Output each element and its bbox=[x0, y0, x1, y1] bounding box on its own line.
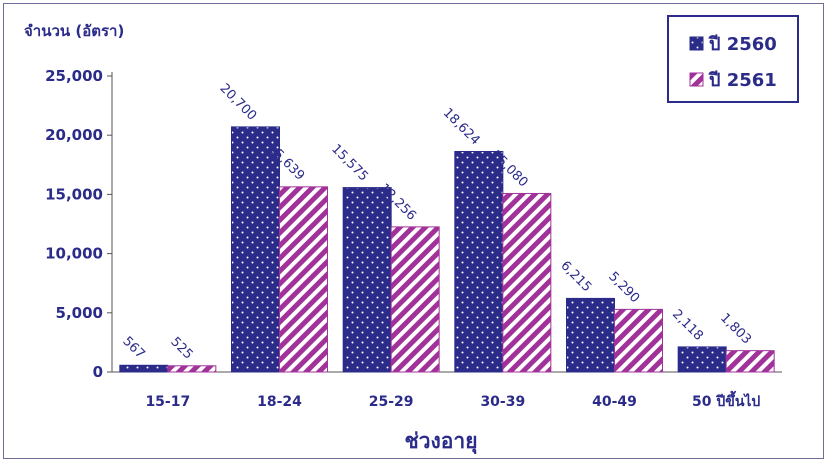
y-axis: 0 5,000 10,000 15,000 20,000 25,000 bbox=[45, 67, 782, 381]
bar-2561 bbox=[502, 192, 552, 373]
y-axis-title: จำนวน (อัตรา) bbox=[24, 22, 124, 40]
data-label: 567 bbox=[119, 334, 147, 362]
bar-2561 bbox=[167, 365, 217, 373]
x-tick-label: 50 ปีขึ้นไป bbox=[692, 390, 760, 410]
bar-2560 bbox=[231, 126, 280, 373]
bar-2560 bbox=[119, 364, 169, 373]
legend-box bbox=[667, 15, 799, 103]
y-tick-label: 15,000 bbox=[45, 185, 103, 203]
bar-2561 bbox=[390, 226, 440, 373]
x-tick-label: 40-49 bbox=[592, 394, 637, 410]
x-tick-label: 30-39 bbox=[480, 394, 525, 410]
y-tick-label: 0 bbox=[93, 363, 103, 381]
bar-2560 bbox=[566, 297, 615, 373]
x-tick-labels: 15-17 18-24 25-29 30-39 40-49 50 ปีขึ้นไป bbox=[145, 390, 760, 410]
bar-2560 bbox=[677, 346, 727, 373]
legend-swatch-2561 bbox=[689, 72, 704, 87]
bar-2561 bbox=[725, 350, 775, 373]
data-label: 20,700 bbox=[216, 81, 259, 124]
legend-swatch-2560 bbox=[689, 36, 704, 51]
bar-2560 bbox=[342, 187, 392, 373]
data-label: 15,575 bbox=[328, 142, 371, 185]
data-label: 18,624 bbox=[440, 106, 483, 149]
bar-2561 bbox=[279, 186, 328, 373]
y-tick-label: 5,000 bbox=[56, 304, 103, 322]
y-tick-label: 10,000 bbox=[45, 245, 103, 263]
data-label: 6,215 bbox=[557, 258, 594, 295]
x-tick-label: 18-24 bbox=[257, 394, 302, 410]
x-axis-title: ช่วงอายุ bbox=[404, 429, 477, 455]
bar-2560 bbox=[454, 150, 504, 373]
y-tick-label: 25,000 bbox=[45, 67, 103, 85]
y-tick-label: 20,000 bbox=[45, 126, 103, 144]
legend: ปี 2560 ปี 2561 bbox=[667, 15, 799, 103]
legend-label-2561: ปี 2561 bbox=[708, 70, 777, 91]
x-tick-label: 15-17 bbox=[145, 394, 190, 410]
bar-2561 bbox=[614, 308, 663, 373]
data-label: 2,118 bbox=[669, 307, 706, 344]
legend-label-2560: ปี 2560 bbox=[708, 34, 777, 55]
x-tick-label: 25-29 bbox=[369, 394, 414, 410]
data-label: 1,803 bbox=[717, 311, 754, 348]
data-label: 525 bbox=[167, 334, 195, 362]
